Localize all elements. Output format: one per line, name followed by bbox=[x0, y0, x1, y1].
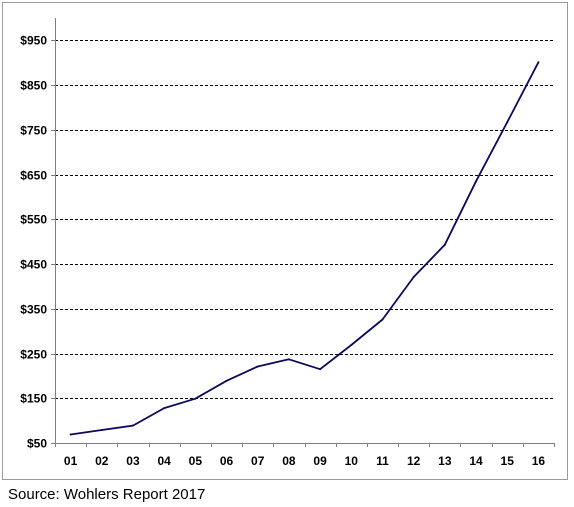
x-tick-label: 04 bbox=[157, 454, 171, 468]
y-tick-label: $250 bbox=[20, 348, 47, 362]
data-point bbox=[225, 379, 228, 382]
x-tick-label: 14 bbox=[469, 454, 483, 468]
data-point bbox=[163, 407, 166, 410]
y-tick-label: $550 bbox=[20, 213, 47, 227]
series-layer bbox=[69, 61, 540, 436]
y-tick-label: $650 bbox=[20, 169, 47, 183]
y-tick-label: $750 bbox=[20, 124, 47, 138]
source-note: Source: Wohlers Report 2017 bbox=[8, 486, 206, 503]
x-tick-label: 13 bbox=[438, 454, 452, 468]
data-point bbox=[381, 318, 384, 321]
x-tick-label: 08 bbox=[282, 454, 296, 468]
y-tick-label: $350 bbox=[20, 303, 47, 317]
x-tick-labels: 01 02 03 04 05 06 07 08 09 10 11 12 13 14 15 16 bbox=[64, 454, 545, 468]
grid-lines bbox=[55, 40, 554, 399]
x-tick-label: 09 bbox=[313, 454, 327, 468]
x-tick-label: 10 bbox=[345, 454, 359, 468]
data-point bbox=[194, 397, 197, 400]
data-point bbox=[256, 365, 259, 368]
y-tick-label: $950 bbox=[20, 34, 47, 48]
y-tick-label: $150 bbox=[20, 392, 47, 406]
line-chart: $50$150$250$350$450$550$650$750$850$950 … bbox=[20, 18, 555, 468]
data-point bbox=[443, 243, 446, 246]
data-point bbox=[350, 344, 353, 347]
y-tick-labels: $50 $150 $250 $350 $450 $550 $650 $750 $850 $950 bbox=[20, 34, 47, 451]
data-point bbox=[100, 429, 103, 432]
x-tick-label: 01 bbox=[64, 454, 78, 468]
axes bbox=[51, 18, 555, 447]
x-tick-label: 12 bbox=[407, 454, 421, 468]
chart-frame bbox=[2, 2, 568, 480]
data-point bbox=[287, 358, 290, 361]
x-tick-label: 02 bbox=[95, 454, 109, 468]
y-tick-label: $50 bbox=[27, 437, 47, 451]
y-tick-label: $450 bbox=[20, 258, 47, 272]
data-point bbox=[506, 121, 509, 124]
data-point bbox=[69, 433, 72, 436]
data-point bbox=[412, 276, 415, 279]
data-point bbox=[537, 61, 540, 64]
x-tick-label: 11 bbox=[376, 454, 389, 468]
y-tick-label: $850 bbox=[20, 79, 47, 93]
x-tick-label: 03 bbox=[126, 454, 140, 468]
x-tick-label: 16 bbox=[532, 454, 546, 468]
data-point bbox=[319, 368, 322, 371]
series-line bbox=[70, 61, 540, 436]
x-tick-label: 06 bbox=[220, 454, 234, 468]
x-tick-label: 15 bbox=[501, 454, 515, 468]
x-tick-label: 05 bbox=[189, 454, 203, 468]
x-tick-label: 07 bbox=[251, 454, 265, 468]
data-point bbox=[131, 424, 134, 427]
data-point bbox=[475, 180, 478, 183]
